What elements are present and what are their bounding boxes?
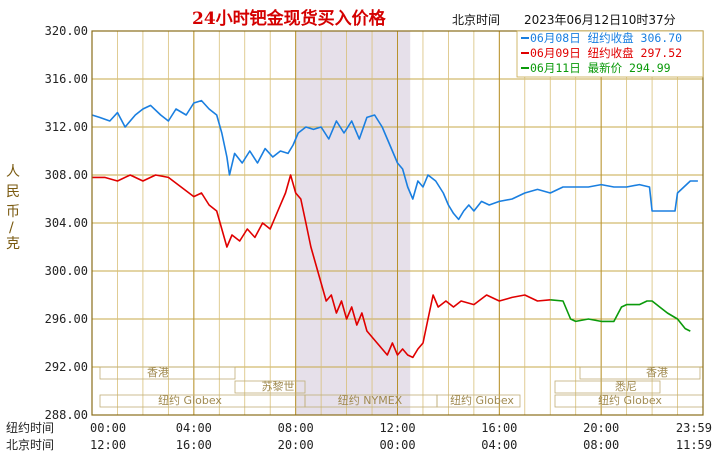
y-axis-label-5: 克 — [6, 236, 20, 252]
session-label: 香港 — [646, 366, 668, 379]
y-tick-label: 320.00 — [45, 24, 88, 38]
legend-box — [516, 30, 704, 78]
timezone-label: 北京时间 — [452, 13, 500, 27]
session-label: 苏黎世 — [262, 379, 295, 393]
y-axis-label-3: 币 — [6, 204, 20, 220]
session-box — [99, 366, 236, 380]
session-box — [436, 394, 521, 408]
session-label: 纽约 Globex — [598, 393, 662, 407]
x-tick-label: 16:00 — [481, 421, 517, 435]
x-tick-label: 00:00 — [90, 421, 126, 435]
y-tick-label: 292.00 — [45, 360, 88, 374]
session-box — [554, 380, 661, 394]
x-tick-label: 20:00 — [278, 438, 314, 452]
x-tick-labels: 纽约时间 00:00 04:00 08:00 12:00 16:00 20:00 23:59 北… — [6, 420, 712, 452]
x-row-label: 北京时间 — [6, 438, 54, 452]
series-line — [550, 299, 691, 332]
chart-title: 24小时钯金现货买入价格 — [192, 8, 387, 29]
x-row-label: 纽约时间 — [6, 420, 54, 435]
y-tick-label: 300.00 — [45, 264, 88, 278]
legend-entry: 06月09日 纽约收盘 297.52 — [530, 46, 682, 60]
x-tick-label: 04:00 — [481, 438, 517, 452]
series-line — [91, 99, 698, 221]
plot-frame — [91, 30, 704, 416]
x-tick-label: 00:00 — [379, 438, 415, 452]
y-tick-label: 312.00 — [45, 120, 88, 134]
timestamp-label: 2023年06月12日10时37分 — [524, 13, 676, 27]
x-tick-label: 23:59 — [676, 421, 712, 435]
price-lines — [91, 99, 698, 359]
x-tick-label: 11:59 — [676, 438, 712, 452]
y-axis-label-2: 民 — [6, 184, 20, 200]
session-label: 纽约 Globex — [158, 393, 222, 407]
y-tick-label: 296.00 — [45, 312, 88, 326]
legend-entry: 06月11日 最新价 294.99 — [530, 61, 671, 75]
x-tick-label: 12:00 — [90, 438, 126, 452]
y-axis-label-4: / — [9, 220, 14, 236]
y-tick-label: 288.00 — [45, 408, 88, 422]
x-tick-label: 16:00 — [176, 438, 212, 452]
session-label: 香港 — [147, 366, 169, 379]
y-tick-label: 308.00 — [45, 168, 88, 182]
x-tick-label: 12:00 — [379, 421, 415, 435]
session-box — [234, 380, 306, 394]
y-axis-label-1: 人 — [6, 164, 20, 180]
legend-entry: 06月08日 纽约收盘 306.70 — [530, 31, 682, 45]
x-tick-label: 08:00 — [583, 438, 619, 452]
series-line — [92, 174, 551, 359]
x-tick-label: 20:00 — [583, 421, 619, 435]
y-tick-labels: 320.00 316.00 312.00 308.00 304.00 300.00 296.… — [45, 24, 88, 422]
x-tick-label: 04:00 — [176, 421, 212, 435]
session-label: 纽约 NYMEX — [338, 393, 403, 407]
y-tick-label: 316.00 — [45, 72, 88, 86]
grid — [91, 30, 704, 416]
session-label: 悉尼 — [615, 380, 637, 393]
session-label: 纽约 Globex — [450, 393, 514, 407]
x-tick-label: 08:00 — [278, 421, 314, 435]
session-box — [579, 366, 701, 380]
y-tick-label: 304.00 — [45, 216, 88, 230]
